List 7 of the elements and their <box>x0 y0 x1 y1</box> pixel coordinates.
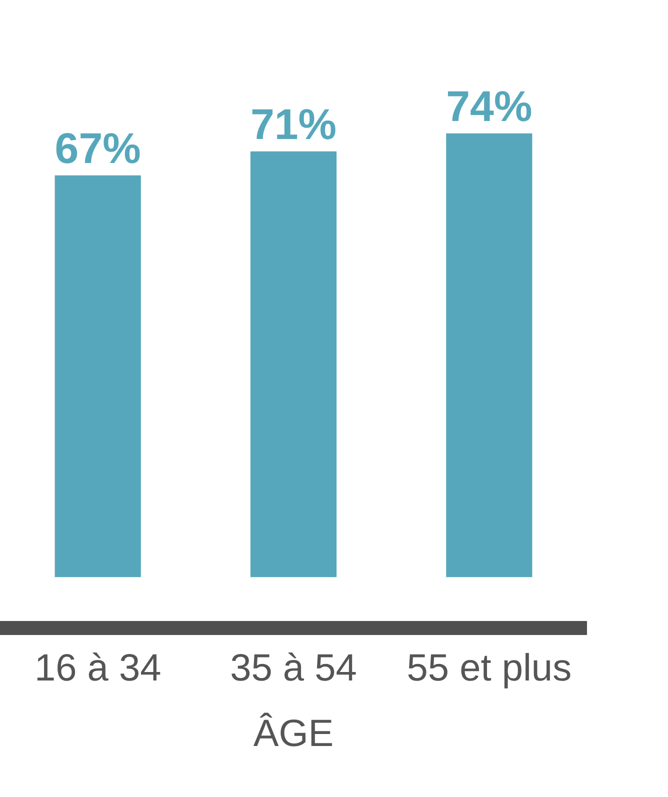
data-label: 67% <box>54 125 141 174</box>
x-tick-label: 55 et plus <box>406 648 572 690</box>
x-axis-title: ÂGE <box>253 712 334 756</box>
data-label: 71% <box>250 101 337 150</box>
data-label: 74% <box>446 83 532 132</box>
x-tick-label: 16 à 34 <box>34 648 162 690</box>
x-tick-label: 35 à 54 <box>230 648 357 690</box>
